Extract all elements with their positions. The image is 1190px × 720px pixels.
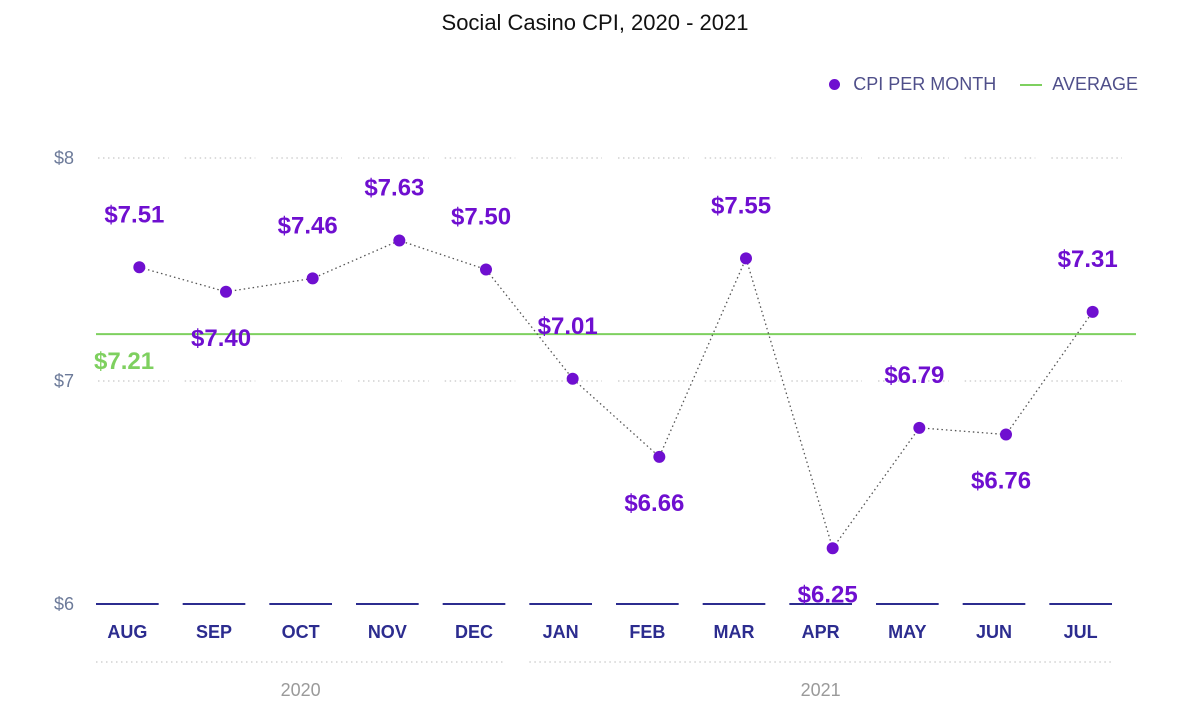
legend-item-cpi: CPI PER MONTH	[829, 74, 996, 95]
data-point	[480, 263, 492, 276]
y-axis-ticks: $8 $7 $6	[54, 148, 74, 614]
data-point	[566, 372, 579, 385]
legend-item-average: AVERAGE	[1020, 74, 1138, 95]
data-label: $7.51	[104, 201, 164, 228]
x-tick-label: DEC	[455, 622, 493, 642]
average-layer: $7.21	[94, 333, 1136, 375]
data-label: $7.55	[711, 192, 771, 219]
data-point	[133, 261, 146, 274]
data-point	[913, 421, 926, 434]
x-tick-label: MAR	[714, 622, 755, 642]
data-point	[393, 234, 406, 247]
legend-marker-line	[1020, 83, 1043, 86]
x-axis-ticks: AUG SEP OCT NOV DEC JAN FEB MAR APR MAY JUN JUL	[107, 622, 1097, 642]
data-label: $7.50	[451, 204, 511, 231]
x-tick-label: AUG	[107, 622, 147, 642]
x-tick-label: SEP	[196, 622, 232, 642]
x-tick-label: JUL	[1064, 622, 1098, 642]
data-point	[306, 272, 319, 285]
data-point	[220, 285, 232, 298]
x-tick-label: OCT	[282, 622, 320, 642]
legend-label-average: AVERAGE	[1052, 74, 1138, 94]
data-point	[1086, 305, 1099, 318]
x-tick-label: JUN	[976, 622, 1012, 642]
data-label: $7.31	[1058, 246, 1118, 273]
year-groups: 2020 2021	[96, 661, 1112, 700]
data-point	[653, 450, 666, 463]
data-label: $7.63	[364, 175, 424, 202]
y-tick-label: $8	[54, 148, 74, 168]
y-tick-label: $7	[54, 371, 74, 391]
legend-label-cpi: CPI PER MONTH	[853, 74, 997, 94]
data-label: $6.25	[798, 581, 858, 608]
data-label: $7.01	[538, 313, 598, 340]
average-label: $7.21	[94, 348, 154, 375]
data-label: $7.40	[191, 325, 251, 352]
data-label: $6.76	[971, 468, 1031, 495]
x-tick-label: FEB	[629, 622, 665, 642]
data-label: $6.79	[884, 362, 944, 389]
x-tick-label: APR	[802, 622, 840, 642]
year-group-label: 2021	[801, 680, 841, 700]
chart-title: Social Casino CPI, 2020 - 2021	[441, 10, 749, 35]
data-point	[826, 542, 839, 555]
x-tick-label: MAY	[888, 622, 926, 642]
x-tick-label: NOV	[368, 622, 407, 642]
legend-marker-dot	[829, 79, 841, 90]
data-point	[1000, 428, 1012, 441]
data-point	[740, 252, 752, 265]
data-label: $6.66	[624, 490, 684, 517]
data-label: $7.46	[278, 212, 338, 239]
series-layer: $7.51 $7.40 $7.46 $7.63 $7.50 $7.01 $6.66 $7.55…	[104, 175, 1117, 609]
grid-layer	[96, 157, 1122, 605]
x-tick-label: JAN	[543, 622, 579, 642]
chart-legend: CPI PER MONTH AVERAGE	[805, 74, 1138, 95]
series-line	[139, 239, 1094, 550]
year-group-label: 2020	[281, 680, 321, 700]
y-tick-label: $6	[54, 594, 74, 614]
